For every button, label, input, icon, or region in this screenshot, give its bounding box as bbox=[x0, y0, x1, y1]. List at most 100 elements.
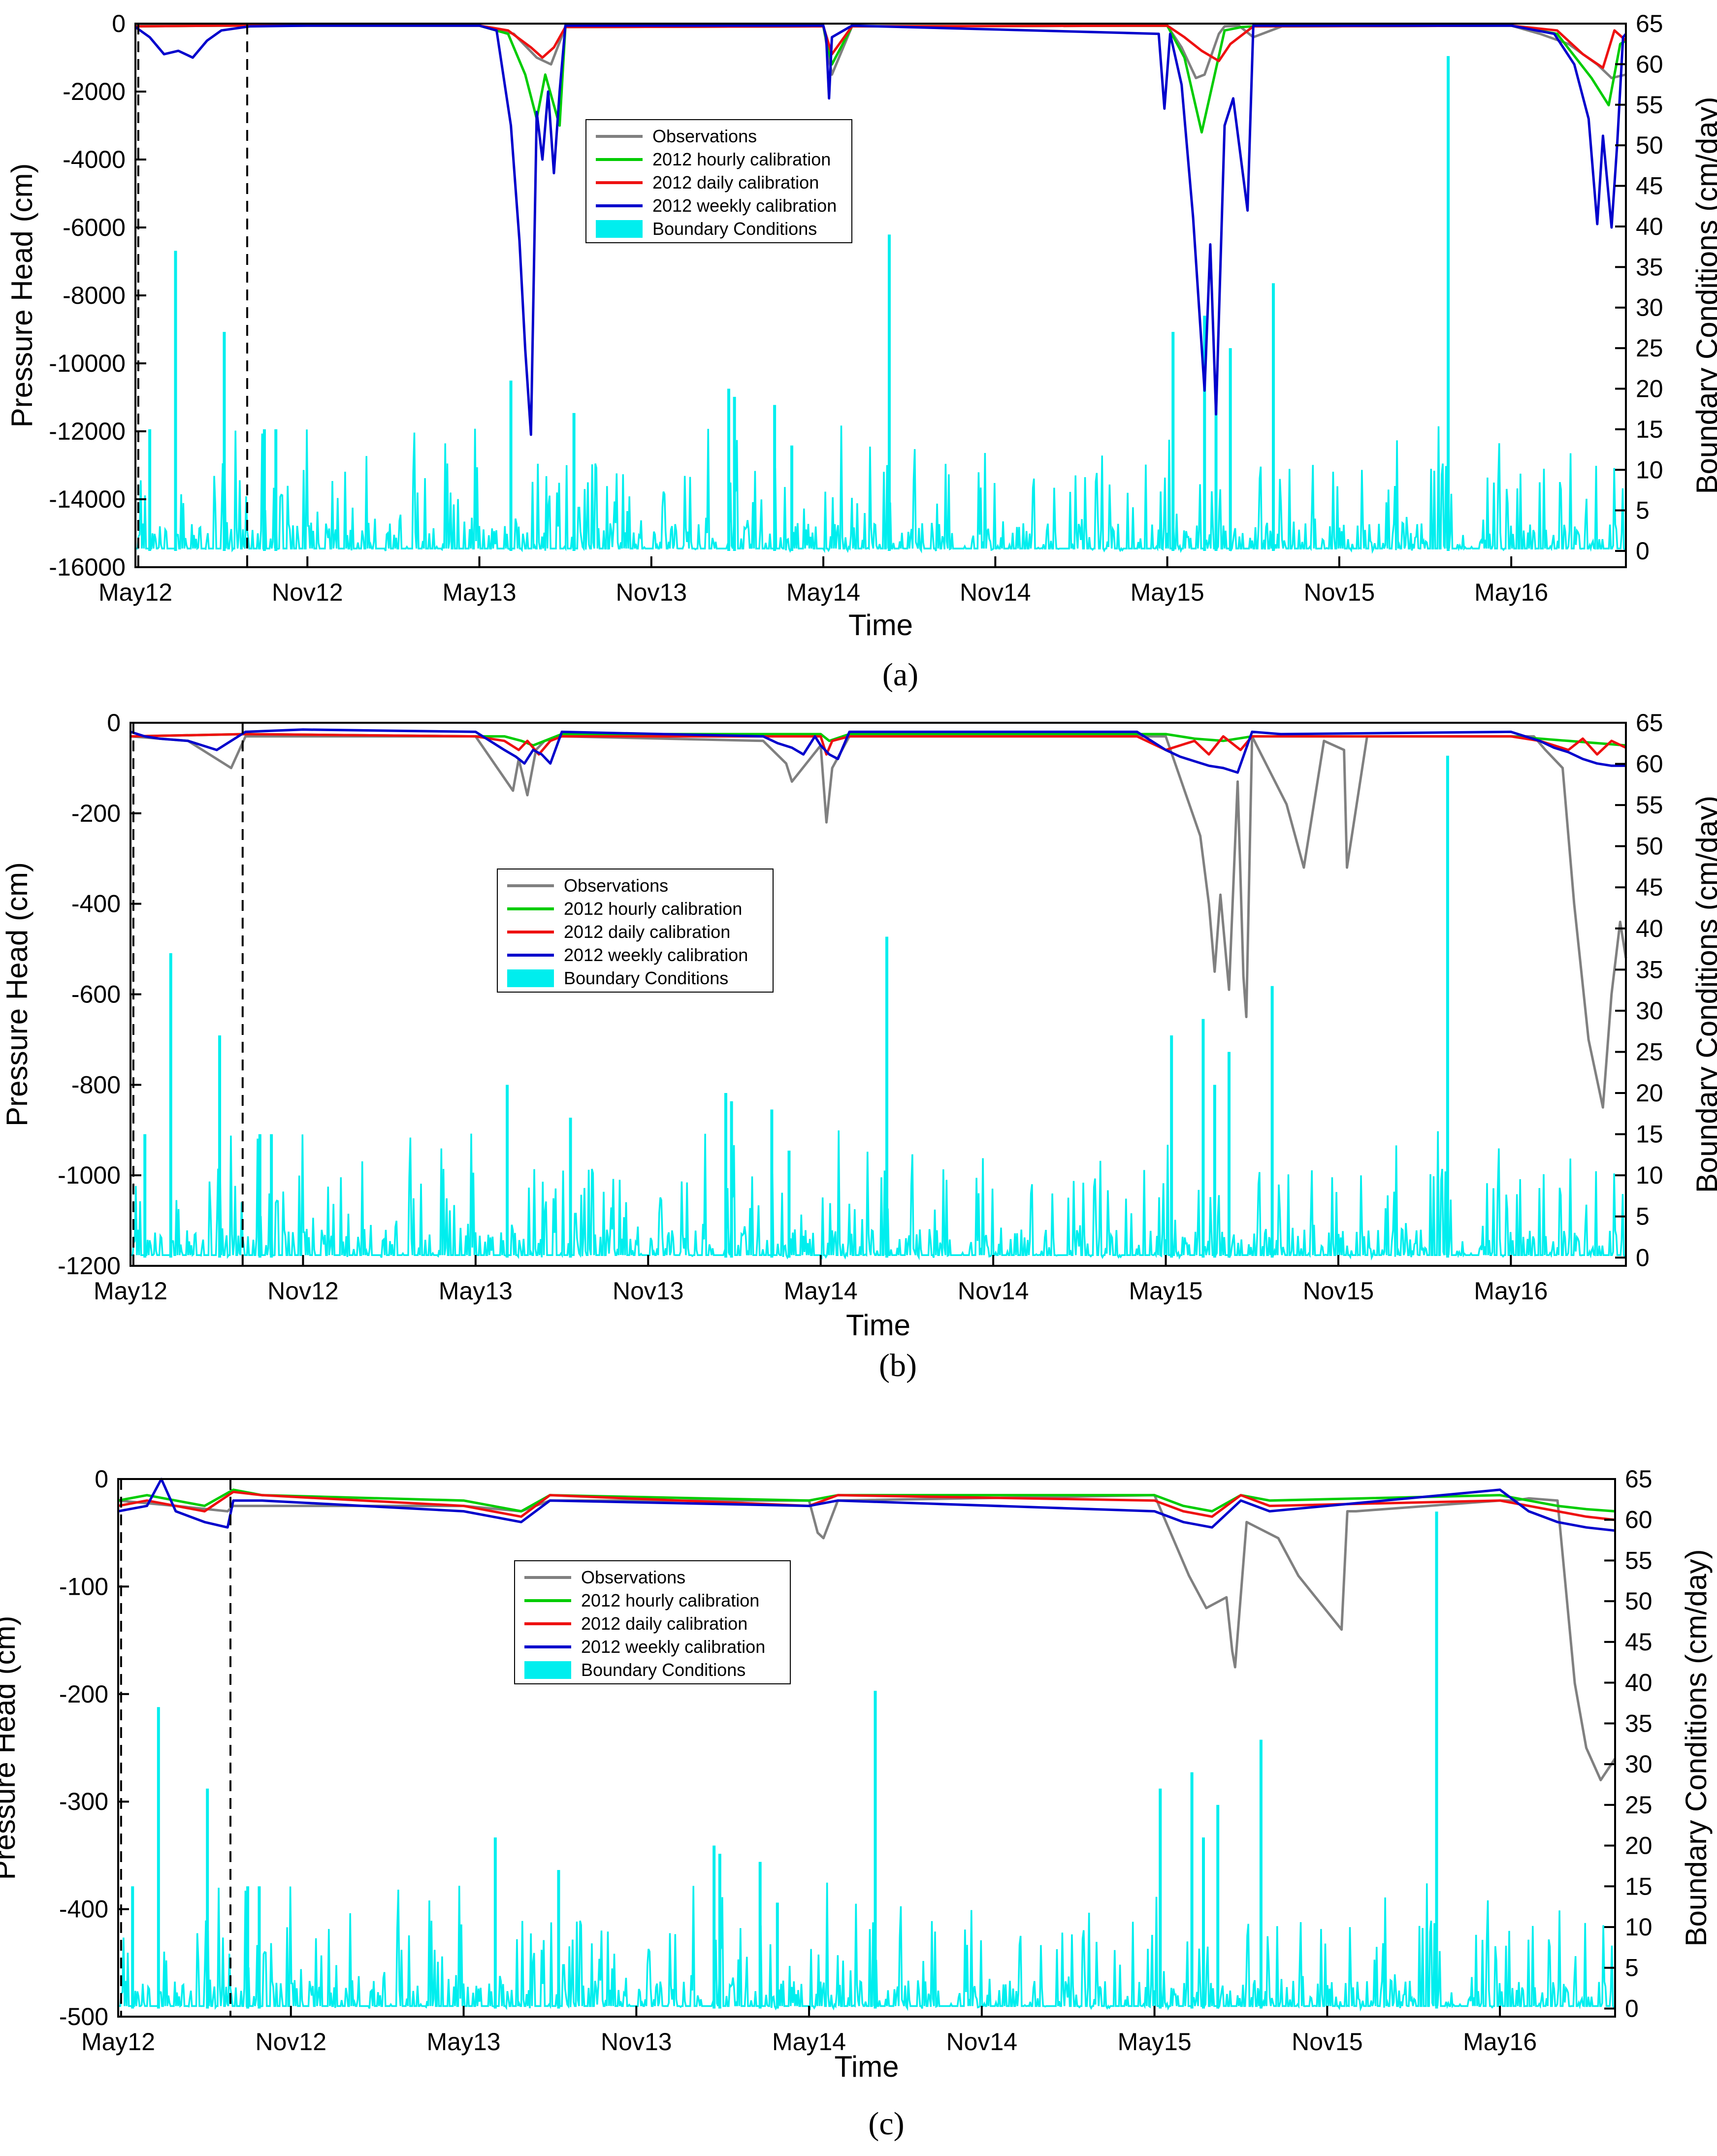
x-tick-label: Nov14 bbox=[946, 2028, 1018, 2056]
y2-tick-label: 65 bbox=[1636, 709, 1663, 737]
y2-tick-label: 5 bbox=[1636, 497, 1650, 524]
y2-tick-label: 45 bbox=[1636, 873, 1663, 901]
legend-label: 2012 hourly calibration bbox=[652, 149, 831, 169]
x-tick-label: May13 bbox=[426, 2028, 500, 2056]
legend-swatch bbox=[507, 969, 554, 987]
y-axis-label: Pressure Head (cm) bbox=[0, 1616, 21, 1880]
legend-label: 2012 daily calibration bbox=[564, 922, 730, 942]
2012-weekly-calibration-series bbox=[134, 24, 1627, 436]
y2-tick-label: 5 bbox=[1636, 1203, 1650, 1230]
y-tick-label: -16000 bbox=[49, 553, 126, 581]
legend: Observations 2012 hourly calibration 2012 … bbox=[497, 869, 774, 993]
panel-caption: (a) bbox=[882, 657, 918, 693]
y2-axis-label: Boundary Conditions (cm/day) bbox=[1690, 796, 1717, 1193]
x-tick-label: Nov12 bbox=[272, 579, 343, 606]
y2-tick-label: 0 bbox=[1636, 1244, 1650, 1271]
y-tick-label: -500 bbox=[59, 2003, 108, 2030]
x-tick-label: Nov12 bbox=[267, 1277, 339, 1305]
legend-label: 2012 weekly calibration bbox=[581, 1637, 765, 1657]
y-axis-label: Pressure Head (cm) bbox=[5, 163, 38, 428]
panel-c: 0 -100 -200 -300 -400 -500 0 5 10 15 20 25 30 35 40 45 5… bbox=[0, 1465, 1713, 2142]
y2-tick-label: 50 bbox=[1636, 131, 1663, 159]
x-tick-label: May14 bbox=[786, 579, 860, 606]
y-tick-label: -400 bbox=[71, 890, 121, 918]
x-tick-label: Nov14 bbox=[960, 579, 1031, 606]
x-tick-label: May13 bbox=[442, 579, 516, 606]
y2-tick-label: 35 bbox=[1636, 956, 1663, 983]
2012-hourly-calibration-series bbox=[118, 1488, 1616, 1512]
x-tick-label: May15 bbox=[1129, 1277, 1202, 1305]
x-tick-label: May12 bbox=[98, 579, 172, 606]
y2-tick-label: 45 bbox=[1625, 1628, 1652, 1656]
y2-axis-label: Boundary Conditions (cm/day) bbox=[1680, 1549, 1713, 1946]
y-tick-label: -200 bbox=[59, 1680, 108, 1708]
plot-frame bbox=[130, 722, 1627, 1267]
y2-tick-label: 0 bbox=[1636, 537, 1650, 565]
legend-label: Boundary Conditions bbox=[581, 1660, 745, 1680]
y2-tick-label: 35 bbox=[1636, 253, 1663, 281]
y-tick-label: -8000 bbox=[63, 282, 126, 309]
y-tick-label: -100 bbox=[59, 1573, 108, 1600]
panel-b: 0 -200 -400 -600 -800 -1000 -1200 0 5 10 15 20 25 30 3… bbox=[0, 709, 1717, 1384]
x-tick-label: Nov13 bbox=[601, 2028, 672, 2056]
legend-label: Boundary Conditions bbox=[652, 219, 817, 239]
y2-tick-label: 45 bbox=[1636, 172, 1663, 200]
x-tick-label: Nov15 bbox=[1292, 2028, 1363, 2056]
legend-label: 2012 weekly calibration bbox=[564, 945, 748, 965]
y2-tick-label: 20 bbox=[1625, 1832, 1652, 1860]
y2-tick-label: 30 bbox=[1625, 1750, 1652, 1778]
legend-swatch bbox=[596, 220, 643, 238]
plot-frame bbox=[117, 1478, 1616, 2018]
x-axis-label: Time bbox=[846, 1309, 910, 1342]
y-tick-label: -300 bbox=[59, 1788, 108, 1815]
2012-weekly-calibration-series bbox=[130, 728, 1626, 774]
y-tick-label: -4000 bbox=[63, 146, 126, 173]
x-tick-label: May16 bbox=[1474, 579, 1548, 606]
panel-a: 0 -2000 -4000 -6000 -8000 -10000 -12000 -14000 -… bbox=[5, 10, 1717, 693]
y2-tick-label: 25 bbox=[1636, 334, 1663, 362]
panel-caption: (c) bbox=[868, 2106, 904, 2142]
legend-label: 2012 hourly calibration bbox=[564, 899, 742, 919]
boundary-conditions-series bbox=[130, 1130, 1627, 1261]
x-axis-label: Time bbox=[848, 609, 913, 642]
x-tick-label: May14 bbox=[772, 2028, 846, 2056]
y2-tick-label: 10 bbox=[1636, 456, 1663, 483]
legend-label: 2012 weekly calibration bbox=[652, 195, 837, 216]
y-tick-label: 0 bbox=[107, 709, 121, 737]
y2-axis-label: Boundary Conditions (cm/day) bbox=[1690, 97, 1717, 494]
y-tick-label: -14000 bbox=[49, 485, 126, 513]
y2-tick-label: 0 bbox=[1625, 1995, 1639, 2022]
y2-tick-label: 50 bbox=[1636, 833, 1663, 860]
y-tick-label: -1000 bbox=[58, 1161, 121, 1189]
y2-tick-label: 60 bbox=[1636, 50, 1663, 78]
y2-tick-label: 40 bbox=[1636, 213, 1663, 240]
y2-tick-label: 40 bbox=[1636, 915, 1663, 942]
legend: Observations 2012 hourly calibration 2012 … bbox=[585, 119, 852, 243]
y2-tick-label: 65 bbox=[1625, 1465, 1652, 1493]
y2-tick-label: 15 bbox=[1636, 416, 1663, 443]
x-tick-label: Nov15 bbox=[1304, 579, 1375, 606]
legend-label: Observations bbox=[652, 126, 757, 146]
x-tick-label: Nov15 bbox=[1303, 1277, 1374, 1305]
y2-tick-label: 20 bbox=[1636, 1079, 1663, 1107]
x-tick-label: Nov13 bbox=[616, 579, 687, 606]
x-tick-label: Nov13 bbox=[613, 1277, 684, 1305]
x-axis-label: Time bbox=[834, 2050, 899, 2083]
y-tick-label: -2000 bbox=[63, 78, 126, 105]
legend: Observations 2012 hourly calibration 2012 … bbox=[514, 1560, 791, 1684]
legend-label: 2012 daily calibration bbox=[581, 1613, 747, 1634]
x-tick-label: May12 bbox=[81, 2028, 155, 2056]
x-tick-label: May16 bbox=[1474, 1277, 1548, 1305]
legend-label: Observations bbox=[581, 1567, 685, 1587]
boundary-conditions-series bbox=[135, 425, 1627, 554]
y-tick-label: -6000 bbox=[63, 214, 126, 241]
legend-swatch bbox=[524, 1661, 571, 1679]
2012-hourly-calibration-series bbox=[135, 24, 1627, 134]
observations-series bbox=[135, 24, 1626, 79]
y2-tick-label: 5 bbox=[1625, 1954, 1639, 1982]
y2-tick-label: 60 bbox=[1625, 1506, 1652, 1534]
observations-series bbox=[130, 735, 1627, 1109]
x-tick-label: Nov12 bbox=[256, 2028, 327, 2056]
legend-label: 2012 daily calibration bbox=[652, 172, 819, 193]
